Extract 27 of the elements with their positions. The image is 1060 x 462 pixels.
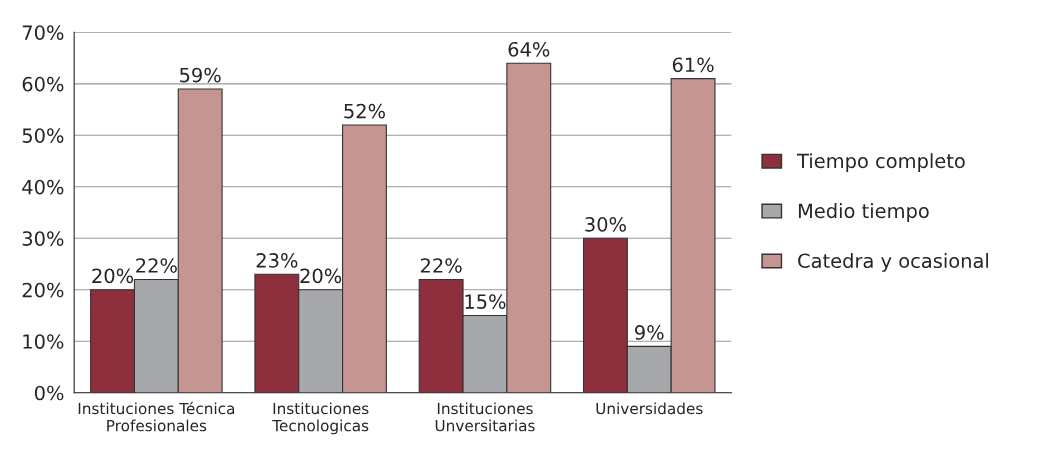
legend-label: Tiempo completo: [796, 153, 965, 172]
data-label: 22%: [420, 258, 462, 273]
y-tick-label: 10%: [23, 334, 64, 349]
data-label: 23%: [256, 253, 298, 268]
x-tick-label: Instituciones Tecnologicas: [272, 402, 369, 435]
x-tick-label: Universidades: [596, 402, 703, 415]
data-label: 59%: [180, 67, 221, 83]
legend-label: Medio tiempo: [798, 203, 929, 222]
data-label: 20%: [92, 268, 134, 284]
data-label: 61%: [672, 57, 714, 73]
data-label: 64%: [508, 41, 550, 57]
y-tick-label: 20%: [22, 282, 64, 298]
x-tick-label: Instituciones Técnica Profesionales: [78, 401, 235, 432]
data-label: 52%: [344, 103, 385, 119]
y-tick-label: 50%: [22, 128, 64, 143]
y-tick-label: 30%: [22, 231, 64, 246]
y-tick-label: 40%: [22, 179, 64, 195]
data-label: 20%: [300, 268, 342, 284]
legend-label: Catedra y ocasional: [798, 253, 988, 272]
y-tick-label: 60%: [22, 76, 64, 92]
y-tick-label: 0%: [34, 385, 64, 401]
data-label: 9%: [635, 325, 664, 340]
data-label: 15%: [465, 294, 506, 309]
data-label: 22%: [136, 258, 177, 273]
x-tick-label: Instituciones Unversitarias: [435, 402, 535, 432]
data-label: 30%: [585, 217, 626, 232]
y-tick-label: 70%: [22, 25, 64, 40]
